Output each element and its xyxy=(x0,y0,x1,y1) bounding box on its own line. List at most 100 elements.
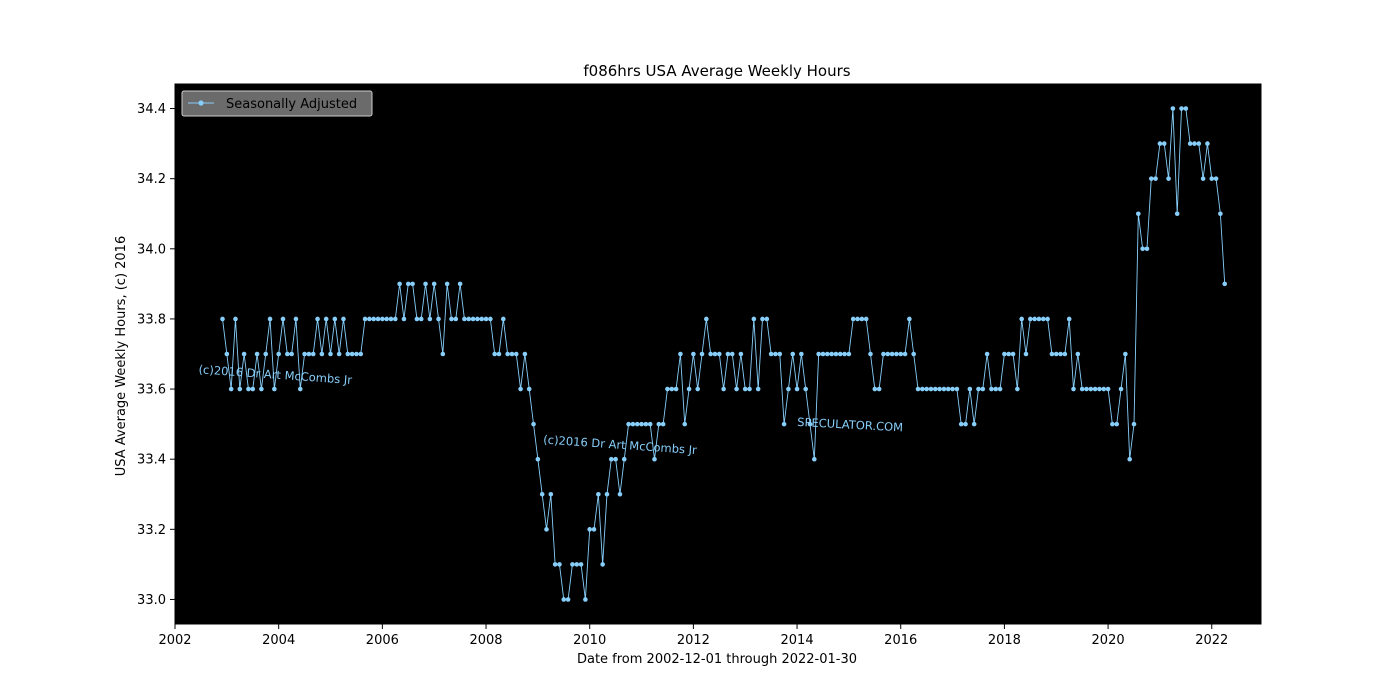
data-point xyxy=(1071,386,1076,392)
data-point xyxy=(751,316,757,322)
data-point xyxy=(634,421,640,427)
data-point xyxy=(621,456,627,462)
data-point xyxy=(552,562,558,567)
x-tick-label: 2002 xyxy=(158,633,191,648)
data-point xyxy=(812,456,817,462)
data-point xyxy=(466,316,472,322)
data-point xyxy=(932,386,938,392)
data-point xyxy=(297,386,303,392)
data-point xyxy=(738,351,744,357)
data-point xyxy=(889,351,895,357)
data-point xyxy=(820,351,826,357)
data-point xyxy=(630,421,636,427)
data-point xyxy=(980,386,986,392)
data-point xyxy=(833,351,839,357)
data-point xyxy=(444,281,450,287)
data-point xyxy=(505,351,510,357)
data-point xyxy=(1019,316,1024,322)
data-point xyxy=(1196,141,1202,146)
y-axis-label: USA Average Weekly Hours, (c) 2016 xyxy=(114,236,129,476)
data-point xyxy=(345,351,351,357)
data-point xyxy=(246,386,251,392)
data-point xyxy=(643,421,649,427)
data-point xyxy=(285,351,290,357)
legend-marker xyxy=(198,100,204,106)
data-point xyxy=(384,316,389,322)
data-point xyxy=(1097,386,1102,392)
data-point xyxy=(1101,386,1107,392)
data-point xyxy=(794,386,800,392)
data-point xyxy=(1002,351,1007,357)
data-point xyxy=(954,386,960,392)
data-point xyxy=(760,316,765,322)
data-point xyxy=(220,316,225,322)
data-point xyxy=(989,386,994,392)
data-point xyxy=(241,351,247,357)
data-point xyxy=(1118,386,1124,392)
data-point xyxy=(354,351,359,357)
data-point xyxy=(725,351,731,357)
data-point xyxy=(600,562,605,567)
y-tick-label: 33.2 xyxy=(137,523,166,538)
data-point xyxy=(228,386,234,392)
data-point xyxy=(263,351,269,357)
data-point xyxy=(1053,351,1059,357)
data-point xyxy=(336,351,342,357)
data-point xyxy=(1010,351,1016,357)
data-point xyxy=(479,316,485,322)
data-point xyxy=(375,316,381,322)
data-point xyxy=(747,386,752,392)
data-point xyxy=(578,562,584,567)
legend-box xyxy=(181,90,373,117)
data-point xyxy=(1205,141,1210,146)
data-point xyxy=(237,386,243,392)
data-point xyxy=(526,386,532,392)
data-point xyxy=(570,562,575,567)
data-point xyxy=(1218,211,1223,217)
data-point xyxy=(1183,106,1189,111)
data-point xyxy=(531,421,536,427)
legend-label: Seasonally Adjusted xyxy=(226,97,357,112)
data-point xyxy=(859,316,865,322)
data-point xyxy=(449,316,454,322)
data-point xyxy=(358,351,364,357)
data-point xyxy=(850,316,856,322)
data-point xyxy=(868,351,873,357)
data-point xyxy=(773,351,778,357)
data-point xyxy=(1075,351,1081,357)
data-point xyxy=(781,421,787,427)
data-point xyxy=(492,351,497,357)
data-point xyxy=(803,386,808,392)
y-tick-label: 34.2 xyxy=(137,172,166,187)
data-point xyxy=(1105,386,1111,392)
data-point xyxy=(1136,211,1141,217)
x-tick-label: 2006 xyxy=(366,633,399,648)
data-point xyxy=(1062,351,1068,357)
data-point xyxy=(807,421,813,427)
data-point xyxy=(522,351,528,357)
data-point xyxy=(647,421,653,427)
y-tick-label: 33.0 xyxy=(137,593,166,608)
data-point xyxy=(431,281,437,287)
x-axis: 2002 2004 2006 2008 2010 2012 2014 2016 2018 2020… xyxy=(158,624,1228,648)
data-point xyxy=(976,386,981,392)
data-point xyxy=(829,351,834,357)
data-point xyxy=(362,316,368,322)
data-point xyxy=(911,351,916,357)
data-point xyxy=(401,316,407,322)
x-axis-label: Date from 2002-12-01 through 2022-01-30 xyxy=(577,652,857,667)
data-point xyxy=(488,316,493,322)
y-tick-label: 33.6 xyxy=(137,383,166,398)
x-tick-label: 2014 xyxy=(781,633,814,648)
y-tick-label: 33.4 xyxy=(137,453,166,468)
data-point xyxy=(1123,351,1128,357)
data-point xyxy=(1148,176,1154,181)
data-point xyxy=(665,386,670,392)
data-point xyxy=(293,316,299,322)
data-point xyxy=(682,421,688,427)
data-point xyxy=(678,351,683,357)
data-point xyxy=(686,386,692,392)
x-tick-label: 2008 xyxy=(469,633,502,648)
data-point xyxy=(1015,386,1020,392)
